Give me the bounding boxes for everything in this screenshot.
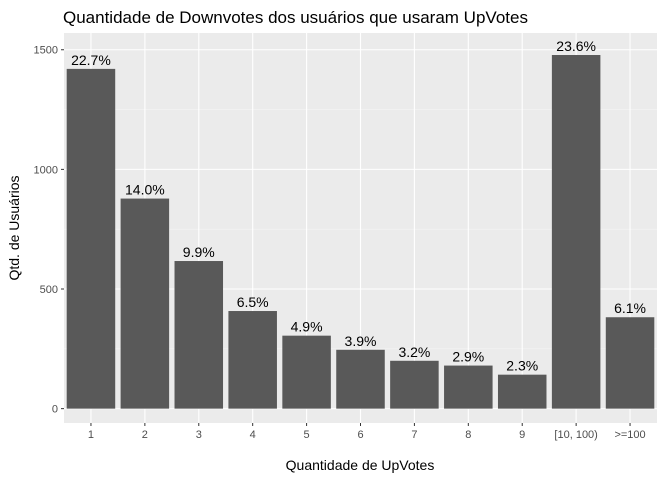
data-label: 2.9%	[452, 349, 484, 365]
y-axis-title: Qtd. de Usuários	[6, 175, 22, 280]
bar	[605, 317, 655, 409]
bar	[282, 335, 331, 409]
x-tick-label: [10, 100)	[554, 429, 597, 441]
x-tick-label: 1	[88, 429, 94, 441]
x-tick-label: 8	[465, 429, 471, 441]
x-axis: 1 2 3 4 5 6 7 8 9 [10, 100) >=100	[88, 423, 646, 441]
x-tick-label: 2	[142, 429, 148, 441]
data-label: 3.2%	[398, 344, 430, 360]
bar	[336, 349, 385, 409]
data-label: 6.5%	[237, 294, 269, 310]
bar	[551, 55, 601, 409]
bar	[390, 360, 439, 409]
data-label: 4.9%	[291, 319, 323, 335]
chart-title: Quantidade de Downvotes dos usuários que…	[63, 8, 528, 27]
bars	[66, 55, 655, 409]
data-labels: 22.7% 14.0% 9.9% 6.5% 4.9% 3.9% 3.2% 2.9% 2.3% 23…	[71, 38, 646, 374]
bar	[174, 261, 224, 409]
y-tick-label: 500	[40, 284, 58, 296]
data-label: 6.1%	[614, 300, 646, 316]
bar	[228, 311, 277, 409]
data-label: 22.7%	[71, 52, 111, 68]
bar	[444, 365, 493, 409]
x-tick-label: 4	[250, 429, 256, 441]
data-label: 14.0%	[125, 182, 165, 198]
bar	[497, 374, 547, 409]
y-axis: 0 500 1000 1500	[34, 45, 64, 416]
x-tick-label: 9	[519, 429, 525, 441]
x-tick-label: 7	[411, 429, 417, 441]
x-tick-label: 3	[196, 429, 202, 441]
data-label: 23.6%	[556, 38, 596, 54]
x-axis-title: Quantidade de UpVotes	[286, 457, 435, 473]
x-tick-label: >=100	[614, 429, 645, 441]
data-label: 3.9%	[345, 333, 377, 349]
x-tick-label: 6	[357, 429, 363, 441]
y-tick-label: 1500	[34, 45, 58, 57]
x-tick-label: 5	[304, 429, 310, 441]
data-label: 2.3%	[506, 358, 538, 374]
data-label: 9.9%	[183, 244, 215, 260]
bar	[120, 198, 170, 409]
bar	[66, 68, 116, 409]
y-tick-label: 1000	[34, 164, 58, 176]
y-tick-label: 0	[52, 404, 58, 416]
